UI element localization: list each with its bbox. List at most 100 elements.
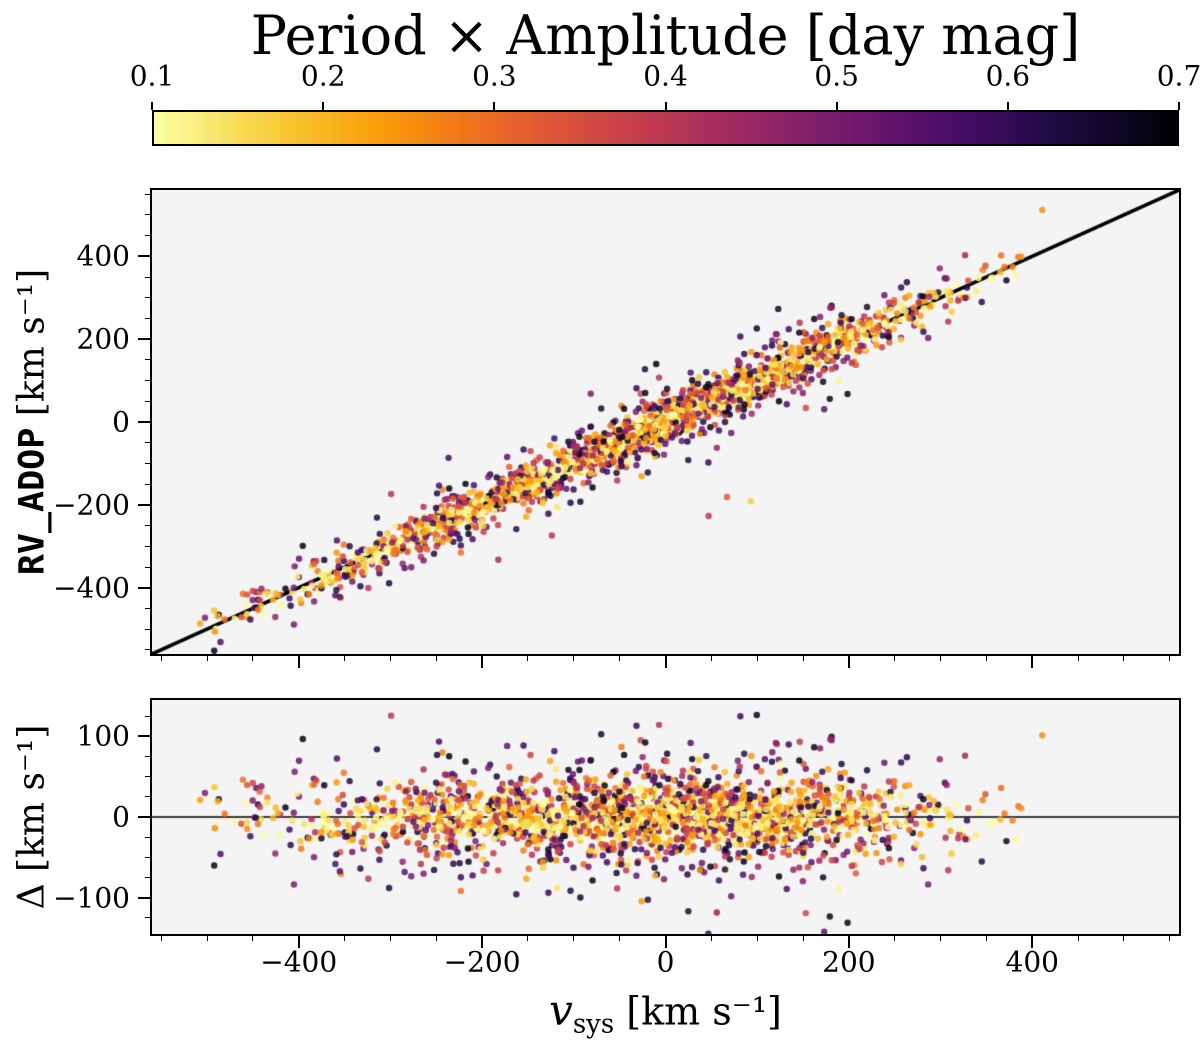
x-axis-label-units: [km s⁻¹] [614,989,782,1034]
tick-mark [138,421,152,423]
x-axis-label-subscript: sys [572,1009,615,1040]
tick-mark [1031,654,1034,668]
tick-mark [145,917,152,919]
tick-label: 400 [76,239,130,273]
tick-mark [145,649,152,651]
tick-mark [389,934,391,941]
tick-mark [145,214,152,216]
tick-mark [145,836,152,838]
tick-mark [138,338,152,341]
tick-label: 0.5 [814,59,859,93]
tick-mark [252,934,254,941]
tick-mark [145,462,152,464]
x-axis-label: vsys [km s⁻¹] [549,986,782,1040]
tick-mark [1123,934,1125,941]
tick-mark [1006,102,1009,110]
tick-mark [160,654,162,661]
tick-label: 0 [112,405,130,439]
tick-mark [145,235,152,237]
tick-label: 0.6 [985,59,1031,93]
tick-mark [710,654,712,661]
tick-mark [435,654,437,661]
tick-mark [527,934,529,941]
tick-mark [138,735,152,738]
tick-label: −400 [53,571,130,605]
tick-mark [573,934,575,941]
tick-mark [138,255,152,258]
tick-mark [664,102,667,110]
tick-mark [145,755,152,757]
tick-mark [894,934,896,941]
residual-scatter-canvas [152,700,1179,934]
tick-mark [1123,654,1125,661]
tick-label: 0.4 [643,59,688,93]
tick-mark [756,654,758,661]
tick-mark [619,934,621,941]
tick-label: 0.3 [472,59,517,93]
tick-mark [151,102,153,110]
tick-mark [138,816,152,818]
tick-mark [573,654,575,661]
tick-mark [145,483,152,485]
tick-mark [1169,934,1171,941]
tick-mark [145,628,152,630]
tick-mark [835,102,838,110]
tick-mark [145,715,152,717]
tick-mark [985,934,987,941]
main-y-axis-label-code: RV_ADOP [12,427,53,576]
tick-label: 0.2 [300,59,346,93]
tick-mark [145,566,152,568]
tick-mark [344,654,346,661]
main-y-axis-label-units: [km s⁻¹] [11,268,53,428]
tick-mark [802,934,804,941]
tick-mark [206,654,208,661]
tick-mark [527,654,529,661]
tick-label: −400 [260,945,338,979]
tick-mark [145,317,152,319]
tick-mark [847,654,850,668]
tick-mark [435,934,437,941]
tick-mark [145,525,152,527]
tick-label: 0.1 [129,59,175,93]
tick-mark [145,776,152,778]
tick-mark [160,934,162,941]
tick-mark [145,877,152,879]
tick-mark [1178,102,1180,110]
tick-label: −200 [443,945,521,979]
tick-mark [145,796,152,798]
tick-mark [940,934,942,941]
tick-mark [252,654,254,661]
colorbar-title: Period × Amplitude [day mag] [250,4,1081,67]
tick-mark [389,654,391,661]
tick-mark [664,654,667,668]
tick-mark [847,934,850,948]
main-scatter-canvas [152,190,1179,654]
tick-mark [138,896,152,899]
tick-mark [145,545,152,547]
tick-mark [940,654,942,661]
tick-mark [145,607,152,609]
tick-mark [802,654,804,661]
tick-label: −100 [53,881,130,915]
tick-mark [894,654,896,661]
tick-mark [985,654,987,661]
tick-mark [145,297,152,299]
tick-mark [756,934,758,941]
tick-mark [297,654,300,668]
tick-mark [481,934,484,948]
main-y-axis-label: RV_ADOP [km s⁻¹] [12,269,53,575]
tick-mark [619,654,621,661]
tick-mark [145,400,152,402]
tick-mark [145,856,152,858]
tick-mark [1169,654,1171,661]
tick-label: 0.7 [1156,59,1200,93]
tick-label: 100 [76,719,130,753]
tick-mark [1077,934,1079,941]
tick-mark [145,359,152,361]
tick-label: 200 [822,945,876,979]
tick-mark [1077,654,1079,661]
tick-mark [481,654,484,668]
tick-mark [710,934,712,941]
tick-label: 0 [112,800,130,834]
